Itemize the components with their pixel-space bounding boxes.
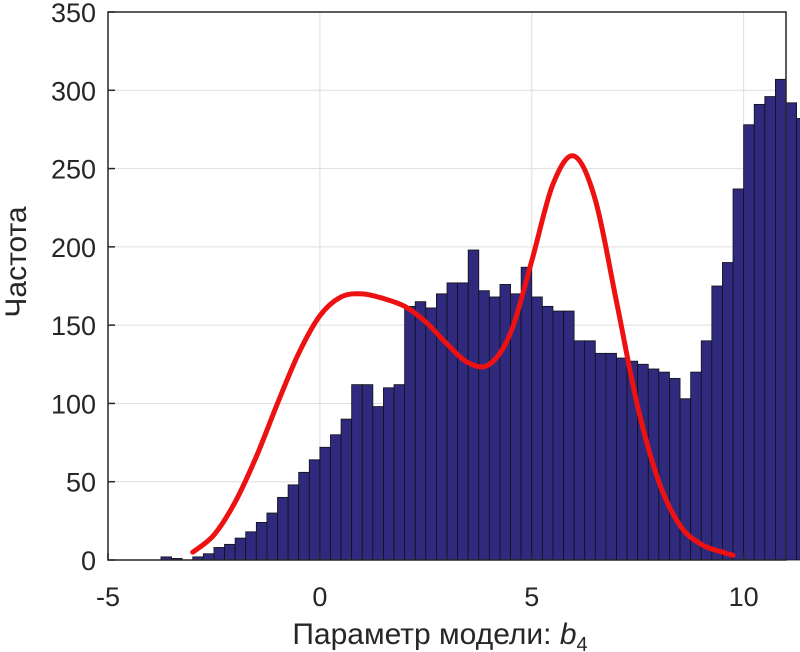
histogram-bar [563, 310, 575, 561]
y-tick-label: 350 [51, 0, 96, 28]
histogram-bar [785, 102, 797, 561]
histogram-bar [383, 387, 395, 561]
histogram-bar [266, 512, 278, 561]
histogram-bar [414, 301, 427, 561]
histogram-bar [690, 371, 702, 561]
histogram-bar [213, 547, 225, 561]
histogram-bar [234, 537, 247, 561]
histogram-bar [446, 282, 458, 561]
y-tick-label: 100 [51, 389, 96, 419]
histogram-bar [658, 371, 670, 561]
histogram-bar [245, 531, 257, 561]
y-tick-label: 200 [51, 233, 96, 263]
histogram-bar [541, 305, 554, 561]
fit-curve [190, 153, 736, 558]
histogram-bar [732, 188, 745, 561]
histogram-bar [637, 363, 649, 561]
histogram-bar [669, 377, 681, 561]
x-tick-label: 5 [524, 582, 539, 612]
y-tick-label: 150 [51, 311, 96, 341]
histogram-bar [764, 96, 776, 561]
histogram-bar [351, 384, 363, 561]
histogram-bar [488, 296, 501, 561]
histogram-bar [457, 282, 469, 561]
y-tick-label: 0 [81, 546, 96, 576]
x-tick-label: 10 [729, 582, 759, 612]
histogram-bar [308, 459, 321, 561]
histogram-bar [700, 340, 713, 561]
histogram-bar [372, 406, 384, 561]
histogram-bar [404, 305, 416, 561]
y-axis-label: Частота [0, 206, 33, 318]
histogram-bar [202, 553, 215, 561]
histogram-bar [711, 285, 723, 561]
histogram-bar [255, 522, 268, 561]
histogram-bar [319, 446, 331, 561]
histogram-bar [330, 434, 342, 561]
histogram-bar [277, 496, 289, 561]
histogram-bar [531, 296, 543, 561]
histogram-bar [584, 340, 596, 561]
histogram-bar [552, 310, 564, 561]
histogram-bars [160, 78, 800, 561]
histogram-bar [743, 124, 755, 561]
histogram-bar [298, 471, 310, 561]
histogram-bar [722, 262, 734, 561]
y-tick-label: 250 [51, 155, 96, 185]
histogram-bar [594, 352, 607, 561]
histogram-bar [478, 290, 490, 561]
histogram-bar [467, 249, 480, 561]
y-tick-label: 50 [66, 468, 96, 498]
histogram-bar [796, 118, 800, 561]
histogram-bar [287, 484, 300, 561]
x-tick-label: 0 [312, 582, 327, 612]
histogram-bar [775, 78, 787, 561]
x-axis-label: Параметр модели: b4 [292, 618, 587, 652]
x-tick-label: -5 [96, 582, 120, 612]
histogram-bar [499, 284, 511, 561]
histogram-bar [393, 384, 406, 561]
histogram-bar [573, 340, 586, 561]
y-tick-label: 300 [51, 76, 96, 106]
axes-box [107, 11, 787, 561]
histogram-bar [753, 103, 766, 561]
axis-ticks [107, 11, 745, 561]
histogram-bar [361, 384, 374, 561]
histogram-bar [340, 418, 353, 561]
histogram-bar [520, 266, 533, 561]
histogram-bar [425, 307, 437, 561]
histogram-bar [616, 357, 628, 561]
histogram-bar [224, 543, 236, 561]
histogram-bar [605, 352, 617, 561]
